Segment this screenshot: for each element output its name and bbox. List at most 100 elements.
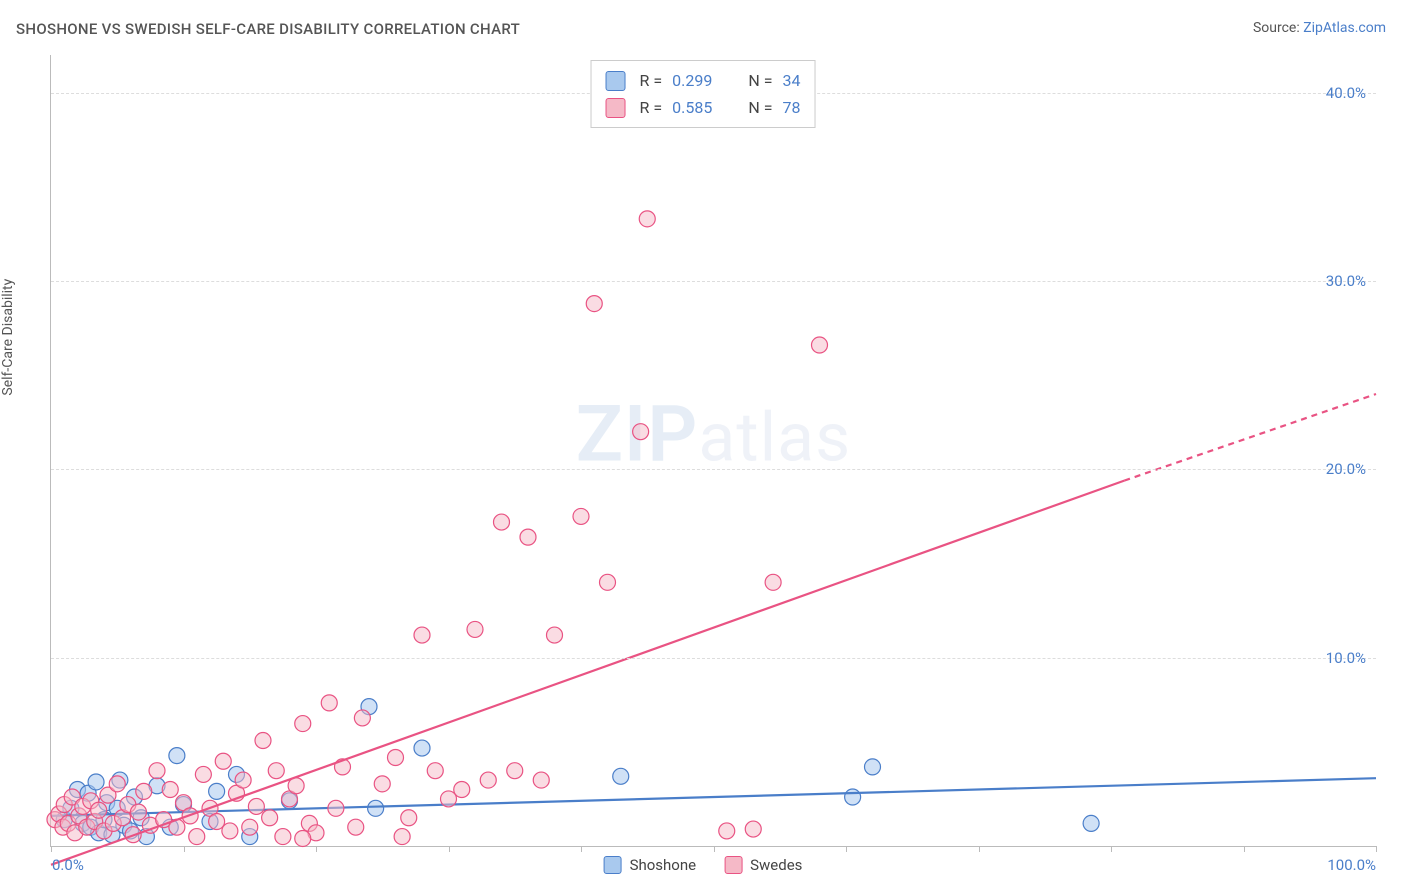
x-tick [581, 846, 582, 852]
data-point [1083, 815, 1099, 831]
plot-svg [51, 55, 1376, 846]
data-point [639, 211, 655, 227]
data-point [388, 749, 404, 765]
y-tick-label: 40.0% [1326, 84, 1366, 102]
data-point [130, 804, 146, 820]
source-label: Source: [1253, 20, 1303, 36]
x-tick [51, 846, 52, 852]
source-link[interactable]: Source: ZipAtlas.com [1253, 20, 1386, 36]
data-point [745, 821, 761, 837]
data-point [321, 695, 337, 711]
stats-row: R = 0.585 N = 78 [606, 94, 801, 121]
stat-n-label: N = [748, 94, 772, 121]
bottom-legend: Shoshone Swedes [604, 856, 803, 874]
data-point [865, 759, 881, 775]
x-tick [184, 846, 185, 852]
data-point [262, 810, 278, 826]
stat-n-value: 34 [782, 67, 800, 94]
data-point [235, 772, 251, 788]
y-tick-label: 30.0% [1326, 272, 1366, 290]
stat-r-value: 0.585 [672, 94, 712, 121]
data-point [169, 748, 185, 764]
legend-swatch [606, 98, 626, 118]
x-tick [449, 846, 450, 852]
data-point [149, 763, 165, 779]
legend-label: Shoshone [630, 856, 697, 874]
stat-n-label: N = [748, 67, 772, 94]
data-point [136, 783, 152, 799]
data-point [454, 782, 470, 798]
stats-row: R = 0.299 N = 34 [606, 67, 801, 94]
y-axis-label: Self-Care Disability [0, 279, 16, 396]
data-point [255, 733, 271, 749]
data-point [427, 763, 443, 779]
data-point [533, 772, 549, 788]
data-point [348, 819, 364, 835]
x-max-label: 100.0% [1327, 856, 1376, 874]
data-point [586, 296, 602, 312]
data-point [520, 529, 536, 545]
data-point [162, 782, 178, 798]
x-tick [1244, 846, 1245, 852]
source-value: ZipAtlas.com [1303, 20, 1386, 36]
legend-item[interactable]: Shoshone [604, 856, 697, 874]
stat-r-label: R = [640, 67, 663, 94]
data-point [467, 621, 483, 637]
data-point [600, 574, 616, 590]
data-point [480, 772, 496, 788]
stat-r-label: R = [640, 94, 663, 121]
data-point [295, 830, 311, 846]
data-point [812, 337, 828, 353]
data-point [248, 798, 264, 814]
legend-item[interactable]: Swedes [724, 856, 802, 874]
data-point [275, 829, 291, 845]
y-tick-label: 20.0% [1326, 460, 1366, 478]
data-point [573, 508, 589, 524]
data-point [613, 768, 629, 784]
stat-n-value: 78 [782, 94, 800, 121]
x-tick [714, 846, 715, 852]
data-point [242, 819, 258, 835]
data-point [401, 810, 417, 826]
data-point [507, 763, 523, 779]
stats-box: R = 0.299 N = 34 R = 0.585 N = 78 [591, 60, 816, 128]
data-point [547, 627, 563, 643]
gridline [51, 469, 1376, 470]
data-point [91, 802, 107, 818]
data-point [195, 766, 211, 782]
x-tick [1376, 846, 1377, 852]
data-point [328, 800, 344, 816]
data-point [215, 753, 231, 769]
x-tick [1111, 846, 1112, 852]
data-point [845, 789, 861, 805]
x-tick [846, 846, 847, 852]
data-point [765, 574, 781, 590]
stat-r-value: 0.299 [672, 67, 712, 94]
data-point [414, 740, 430, 756]
trend-line [51, 481, 1124, 865]
data-point [374, 776, 390, 792]
gridline [51, 658, 1376, 659]
y-tick-label: 10.0% [1326, 649, 1366, 667]
data-point [633, 424, 649, 440]
legend-label: Swedes [750, 856, 802, 874]
legend-swatch [604, 856, 622, 874]
data-point [354, 710, 370, 726]
data-point [88, 774, 104, 790]
data-point [109, 776, 125, 792]
data-point [295, 716, 311, 732]
data-point [394, 829, 410, 845]
legend-swatch [724, 856, 742, 874]
legend-swatch [606, 71, 626, 91]
data-point [189, 829, 205, 845]
chart-title: SHOSHONE VS SWEDISH SELF-CARE DISABILITY… [16, 20, 520, 38]
data-point [494, 514, 510, 530]
data-point [209, 783, 225, 799]
data-point [414, 627, 430, 643]
data-point [368, 800, 384, 816]
gridline [51, 281, 1376, 282]
plot-area: ZIPatlas 10.0%20.0%30.0%40.0% [50, 55, 1376, 847]
x-tick [979, 846, 980, 852]
data-point [268, 763, 284, 779]
x-min-label: 0.0% [52, 856, 84, 874]
